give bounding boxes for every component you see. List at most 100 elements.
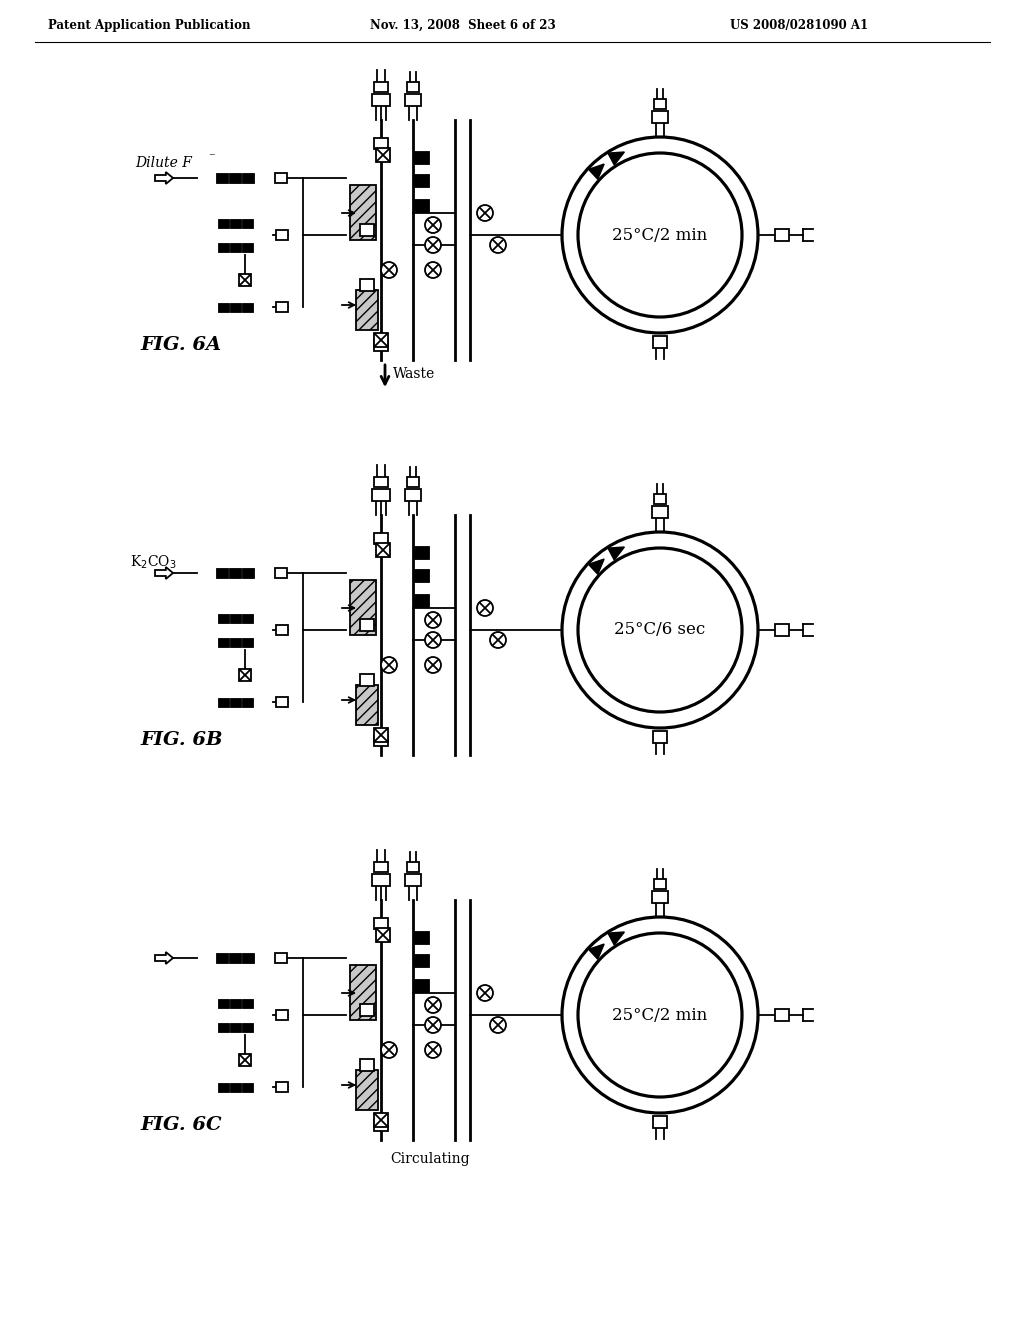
Bar xyxy=(217,638,228,647)
Bar xyxy=(276,1082,288,1092)
Circle shape xyxy=(425,1016,441,1034)
Bar xyxy=(229,302,241,312)
Bar xyxy=(374,729,388,742)
Bar xyxy=(229,219,241,227)
Bar xyxy=(376,148,390,162)
Text: 25°C/2 min: 25°C/2 min xyxy=(612,227,708,243)
Bar xyxy=(242,302,253,312)
Bar xyxy=(413,594,429,606)
Bar xyxy=(229,697,241,706)
Bar xyxy=(372,874,390,886)
Polygon shape xyxy=(608,152,625,165)
Bar xyxy=(407,82,419,92)
Bar xyxy=(372,488,390,502)
Bar xyxy=(229,614,241,623)
Text: 25°C/2 min: 25°C/2 min xyxy=(612,1006,708,1023)
Bar xyxy=(229,638,241,647)
Bar xyxy=(229,998,241,1007)
Bar xyxy=(360,1059,374,1071)
Bar xyxy=(360,675,374,686)
Bar xyxy=(276,230,288,240)
Polygon shape xyxy=(608,546,625,560)
Bar xyxy=(360,619,374,631)
Text: 25°C/6 sec: 25°C/6 sec xyxy=(614,622,706,639)
Bar xyxy=(374,1113,388,1127)
Bar xyxy=(276,624,288,635)
Bar xyxy=(242,1082,253,1092)
Bar xyxy=(276,1010,288,1020)
Bar xyxy=(413,931,429,944)
Circle shape xyxy=(425,612,441,628)
Bar xyxy=(350,965,376,1020)
Text: Circulating: Circulating xyxy=(390,1152,470,1166)
Polygon shape xyxy=(589,164,604,180)
Circle shape xyxy=(477,601,493,616)
Bar xyxy=(242,998,253,1007)
Bar xyxy=(413,978,429,991)
Text: K$_2$CO$_3$: K$_2$CO$_3$ xyxy=(130,553,176,570)
Bar xyxy=(372,94,390,106)
Polygon shape xyxy=(608,932,625,945)
Bar xyxy=(374,532,388,544)
Circle shape xyxy=(425,261,441,279)
Bar xyxy=(242,953,254,964)
Bar xyxy=(374,333,388,347)
Circle shape xyxy=(381,657,397,673)
Bar xyxy=(652,111,668,123)
Bar xyxy=(275,173,287,183)
Circle shape xyxy=(425,657,441,673)
Bar xyxy=(413,569,429,582)
Bar xyxy=(217,614,228,623)
Bar xyxy=(653,337,667,348)
Bar xyxy=(413,545,429,558)
Bar xyxy=(407,862,419,873)
Bar xyxy=(374,339,388,351)
Bar xyxy=(216,173,228,183)
Text: Nov. 13, 2008  Sheet 6 of 23: Nov. 13, 2008 Sheet 6 of 23 xyxy=(370,18,556,32)
Bar xyxy=(406,874,421,886)
Bar xyxy=(356,1071,378,1110)
Bar xyxy=(217,998,228,1007)
Bar xyxy=(242,697,253,706)
Polygon shape xyxy=(589,944,604,960)
Polygon shape xyxy=(589,560,604,574)
Bar xyxy=(217,1023,228,1031)
Bar xyxy=(242,1023,253,1031)
Bar xyxy=(242,219,253,227)
Bar xyxy=(216,953,228,964)
Text: FIG. 6A: FIG. 6A xyxy=(140,337,221,354)
Bar xyxy=(413,173,429,186)
Bar xyxy=(374,917,388,928)
Circle shape xyxy=(490,238,506,253)
Bar xyxy=(350,185,376,240)
Bar xyxy=(229,173,241,183)
Bar xyxy=(653,731,667,743)
Polygon shape xyxy=(155,952,173,964)
Bar xyxy=(242,243,253,252)
Text: Patent Application Publication: Patent Application Publication xyxy=(48,18,251,32)
Bar xyxy=(239,669,251,681)
Bar xyxy=(217,219,228,227)
Circle shape xyxy=(425,997,441,1012)
Circle shape xyxy=(490,632,506,648)
Bar xyxy=(413,953,429,966)
Circle shape xyxy=(490,1016,506,1034)
Bar xyxy=(242,173,254,183)
Bar xyxy=(356,685,378,725)
Bar xyxy=(652,506,668,517)
Circle shape xyxy=(381,261,397,279)
Bar xyxy=(652,891,668,903)
Bar xyxy=(374,1119,388,1130)
Circle shape xyxy=(381,1041,397,1059)
Bar xyxy=(239,275,251,286)
Bar xyxy=(217,1082,228,1092)
Bar xyxy=(413,198,429,211)
Bar xyxy=(229,243,241,252)
Bar xyxy=(217,243,228,252)
Bar xyxy=(374,477,388,487)
Circle shape xyxy=(425,632,441,648)
Text: ⁻: ⁻ xyxy=(208,152,215,165)
Circle shape xyxy=(425,238,441,253)
Bar xyxy=(413,150,429,164)
Bar xyxy=(229,568,241,578)
